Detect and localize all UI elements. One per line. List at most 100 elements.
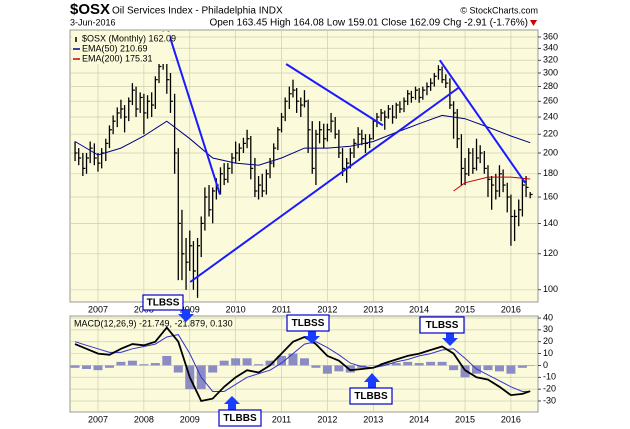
histogram-bar	[162, 355, 172, 366]
x-tick-label: 2011	[272, 304, 291, 314]
annotation-box	[419, 316, 465, 334]
x-tick-label: 2010	[226, 304, 246, 314]
x-tick-label: 2007	[88, 304, 108, 314]
histogram-bar	[277, 355, 287, 366]
y-tick-label: 160	[543, 191, 558, 201]
y-tick-label: -20	[543, 384, 556, 394]
x-tick-label: 2011	[272, 414, 291, 424]
y-tick-label: 20	[543, 336, 553, 346]
histogram-bar	[380, 363, 390, 366]
histogram-bar	[173, 365, 183, 373]
trendline	[167, 31, 221, 195]
y-tick-label: 40	[543, 312, 553, 322]
x-tick-label: 2008	[134, 414, 154, 424]
x-tick-label: 2007	[88, 414, 108, 424]
y-tick-label: 30	[543, 324, 553, 334]
x-tick-label: 2015	[455, 304, 475, 314]
histogram-bar	[437, 361, 447, 366]
change-marker	[530, 20, 537, 26]
y-tick-label: 360	[543, 31, 558, 41]
y-tick-label: 140	[543, 218, 558, 228]
ema-line	[453, 176, 531, 192]
histogram-bar	[254, 364, 264, 366]
histogram-bar	[403, 361, 413, 366]
annotation-box	[218, 409, 262, 427]
x-tick-label: 2014	[409, 304, 429, 314]
y-tick-label: 260	[543, 96, 558, 106]
histogram-bar	[494, 365, 504, 372]
chart-title: $OSX	[70, 1, 110, 18]
y-tick-label: 120	[543, 248, 558, 258]
histogram-bar	[426, 361, 436, 366]
legend-label: EMA(50) 210.69	[82, 43, 148, 53]
source: © StockCharts.com	[460, 5, 538, 15]
histogram-bar	[517, 365, 527, 368]
annotation-box	[286, 314, 330, 332]
legend-label: EMA(200) 175.31	[82, 53, 153, 63]
y-tick-label: 100	[543, 284, 558, 294]
y-tick-label: 200	[543, 147, 558, 157]
annotation: TLBBS	[354, 391, 388, 402]
histogram-bar	[288, 353, 298, 366]
x-tick-label: 2014	[409, 414, 429, 424]
legend	[72, 32, 170, 64]
histogram-bar	[368, 365, 378, 366]
histogram-bar	[93, 365, 103, 371]
histogram-bar	[70, 365, 80, 368]
y-tick-label: 180	[543, 168, 558, 178]
trendline	[438, 59, 527, 184]
y-tick-label: 340	[543, 43, 558, 53]
arrow	[304, 331, 320, 344]
x-tick-label: 2009	[180, 414, 200, 424]
macd-line	[74, 334, 531, 393]
histogram-bar	[506, 365, 516, 374]
histogram-bar	[299, 358, 309, 366]
annotation: TLBSS	[426, 320, 459, 331]
histogram-bar	[483, 365, 493, 371]
histogram-bar	[219, 360, 229, 366]
annotation: TLBSS	[292, 318, 325, 329]
annotations: TLBSS TLBSS TLBBS TLBBS TLBSS	[142, 294, 465, 427]
histogram-bar	[414, 363, 424, 366]
histogram-bar	[311, 365, 321, 368]
histogram-bar	[150, 363, 160, 366]
arrow	[178, 309, 194, 322]
y-tick-label: 10	[543, 348, 553, 358]
histogram-bar	[391, 363, 401, 366]
macd-line	[74, 326, 531, 403]
x-tick-label: 2012	[317, 414, 337, 424]
histogram-bar	[127, 360, 137, 366]
annotation: TLBSS	[147, 298, 180, 309]
y-tick-label: 240	[543, 111, 558, 121]
trendline	[189, 87, 459, 283]
x-tick-label: 2016	[501, 304, 521, 314]
histogram-bar	[104, 365, 114, 368]
y-tick-label: 300	[543, 67, 558, 77]
y-tick-label: 320	[543, 55, 558, 65]
arrow	[364, 373, 380, 388]
histogram-bar	[322, 365, 332, 374]
histogram-bar	[460, 365, 470, 378]
x-tick-label: 2013	[363, 414, 383, 424]
histogram-bar	[82, 365, 92, 369]
date: 3-Jun-2016	[70, 17, 116, 27]
histogram-bar	[231, 358, 241, 366]
histogram-bar	[116, 361, 126, 366]
histogram-bar	[345, 365, 355, 373]
quote: Open 163.45 High 164.08 Low 159.01 Close…	[209, 18, 528, 29]
ema-line	[74, 114, 531, 166]
histogram-bar	[208, 365, 218, 373]
histogram-bar	[242, 358, 252, 366]
histogram-bar	[265, 360, 275, 366]
histogram-bar	[525, 365, 535, 366]
arrow	[442, 333, 458, 346]
histogram-bar	[334, 365, 344, 372]
x-tick-label: 2015	[455, 414, 475, 424]
y-tick-label: -30	[543, 395, 556, 405]
y-tick-label: 220	[543, 129, 558, 139]
chart-subtitle: Oil Services Index - Philadelphia INDX	[112, 6, 283, 17]
trendline	[285, 63, 384, 127]
macd-title: MACD(12,26,9) -21.749, -21.879, 0.130	[74, 318, 233, 328]
price-panel	[69, 29, 539, 303]
